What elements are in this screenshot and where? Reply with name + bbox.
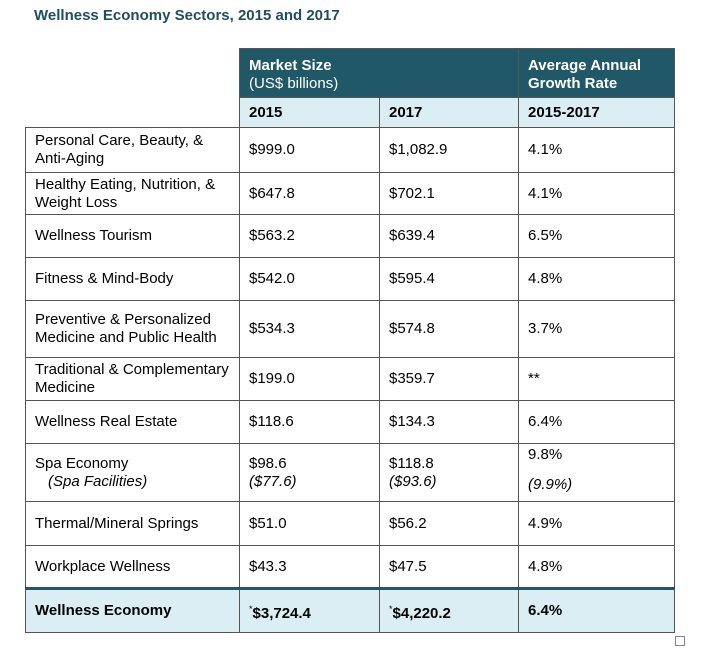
table-cell: 6.5% — [518, 214, 675, 258]
total-cell: Wellness Economy — [25, 587, 240, 633]
table-cell: $51.0 — [239, 501, 380, 546]
table-cell: $639.4 — [379, 214, 519, 258]
table: Market Size (US$ billions) Average Annual… — [25, 48, 675, 633]
cell-text: $3,724.4 — [252, 604, 311, 622]
table-cell: $574.8 — [379, 300, 519, 358]
blank-cell — [25, 48, 240, 98]
table-row: Healthy Eating, Nutrition, & Weight Loss… — [25, 172, 675, 215]
resize-handle — [675, 636, 685, 646]
cell-subtext: ($93.6) — [389, 472, 437, 490]
table-cell: $118.8 ($93.6) — [379, 443, 519, 502]
cell-text: $98.6 — [249, 454, 287, 472]
table-row: Wellness Tourism $563.2 $639.4 6.5% — [25, 214, 675, 258]
subheader-row: 2015 2017 2015-2017 — [25, 97, 675, 128]
table-row: Wellness Real Estate $118.6 $134.3 6.4% — [25, 400, 675, 444]
table-cell: Preventive & Personalized Medicine and P… — [25, 300, 240, 358]
cell-text: 9.8% — [528, 446, 563, 463]
total-cell: 6.4% — [518, 587, 675, 633]
table-cell: $702.1 — [379, 172, 519, 215]
total-cell: *$3,724.4 — [239, 587, 380, 633]
header-text: Market Size — [249, 57, 332, 74]
table-cell: Traditional & Complementary Medicine — [25, 357, 240, 401]
cell-text: Spa Economy — [35, 454, 129, 472]
table-cell: 4.1% — [518, 172, 675, 215]
subheader-cell: 2015 — [239, 97, 380, 128]
table-cell: $56.2 — [379, 501, 519, 546]
header-text: Average Annual Growth Rate — [528, 57, 642, 92]
note-mark: * — [389, 603, 393, 614]
header-cell: Market Size (US$ billions) — [239, 48, 519, 98]
table-cell: $47.5 — [379, 545, 519, 589]
cell-subtext: (9.9%) — [528, 476, 573, 493]
table-row: Spa Economy (Spa Facilities) $98.6 ($77.6) $… — [25, 443, 675, 502]
cell-subtext: ($77.6) — [249, 472, 297, 490]
total-cell: *$4,220.2 — [379, 587, 519, 633]
table-cell: ** — [518, 357, 675, 401]
table-cell: 6.4% — [518, 400, 675, 444]
table-cell: $542.0 — [239, 257, 380, 301]
note-mark: * — [249, 603, 253, 614]
table-cell: 4.8% — [518, 257, 675, 301]
table-row: Workplace Wellness $43.3 $47.5 4.8% — [25, 545, 675, 589]
table-row: Fitness & Mind-Body $542.0 $595.4 4.8% — [25, 257, 675, 301]
table-cell: $534.3 — [239, 300, 380, 358]
table-cell: 4.8% — [518, 545, 675, 589]
table-cell: 4.1% — [518, 127, 675, 173]
table-cell: Workplace Wellness — [25, 545, 240, 589]
table-row: Traditional & Complementary Medicine $199… — [25, 357, 675, 401]
table-row: Thermal/Mineral Springs $51.0 $56.2 4.9% — [25, 501, 675, 546]
table-cell: $134.3 — [379, 400, 519, 444]
cell-subtext: (Spa Facilities) — [48, 472, 148, 490]
cell-text: $4,220.2 — [392, 604, 451, 622]
table-cell: Fitness & Mind-Body — [25, 257, 240, 301]
table-cell: Wellness Real Estate — [25, 400, 240, 444]
table-row: Preventive & Personalized Medicine and P… — [25, 300, 675, 358]
table-cell: Wellness Tourism — [25, 214, 240, 258]
table-cell: $359.7 — [379, 357, 519, 401]
table-cell: $118.6 — [239, 400, 380, 444]
table-cell: 4.9% — [518, 501, 675, 546]
table-cell: $199.0 — [239, 357, 380, 401]
table-cell: $563.2 — [239, 214, 380, 258]
table-cell: $999.0 — [239, 127, 380, 173]
table-cell: $98.6 ($77.6) — [239, 443, 380, 502]
table-body: Market Size (US$ billions) Average Annual… — [25, 48, 675, 633]
subheader-cell: 2017 — [379, 97, 519, 128]
table-cell: 3.7% — [518, 300, 675, 358]
title: Wellness Economy Sectors, 2015 and 2017 — [34, 7, 340, 24]
table-row: Personal Care, Beauty, & Anti-Aging $999.… — [25, 127, 675, 173]
subheader-cell: 2015-2017 — [518, 97, 675, 128]
table-cell: $1,082.9 — [379, 127, 519, 173]
table-cell: Thermal/Mineral Springs — [25, 501, 240, 546]
table-cell: 9.8% (9.9%) — [518, 443, 675, 502]
table-cell: $43.3 — [239, 545, 380, 589]
blank-cell — [25, 97, 240, 128]
table-cell: Spa Economy (Spa Facilities) — [25, 443, 240, 502]
header-text: (US$ billions) — [249, 75, 339, 92]
header-cell: Average Annual Growth Rate — [518, 48, 675, 98]
table-cell: $595.4 — [379, 257, 519, 301]
total-row: Wellness Economy *$3,724.4 *$4,220.2 6.4% — [25, 587, 675, 633]
table-cell: Personal Care, Beauty, & Anti-Aging — [25, 127, 240, 173]
table-cell: Healthy Eating, Nutrition, & Weight Loss — [25, 172, 240, 215]
table-cell: $647.8 — [239, 172, 380, 215]
header-row: Market Size (US$ billions) Average Annual… — [25, 48, 675, 98]
cell-text: $118.8 — [389, 454, 434, 472]
